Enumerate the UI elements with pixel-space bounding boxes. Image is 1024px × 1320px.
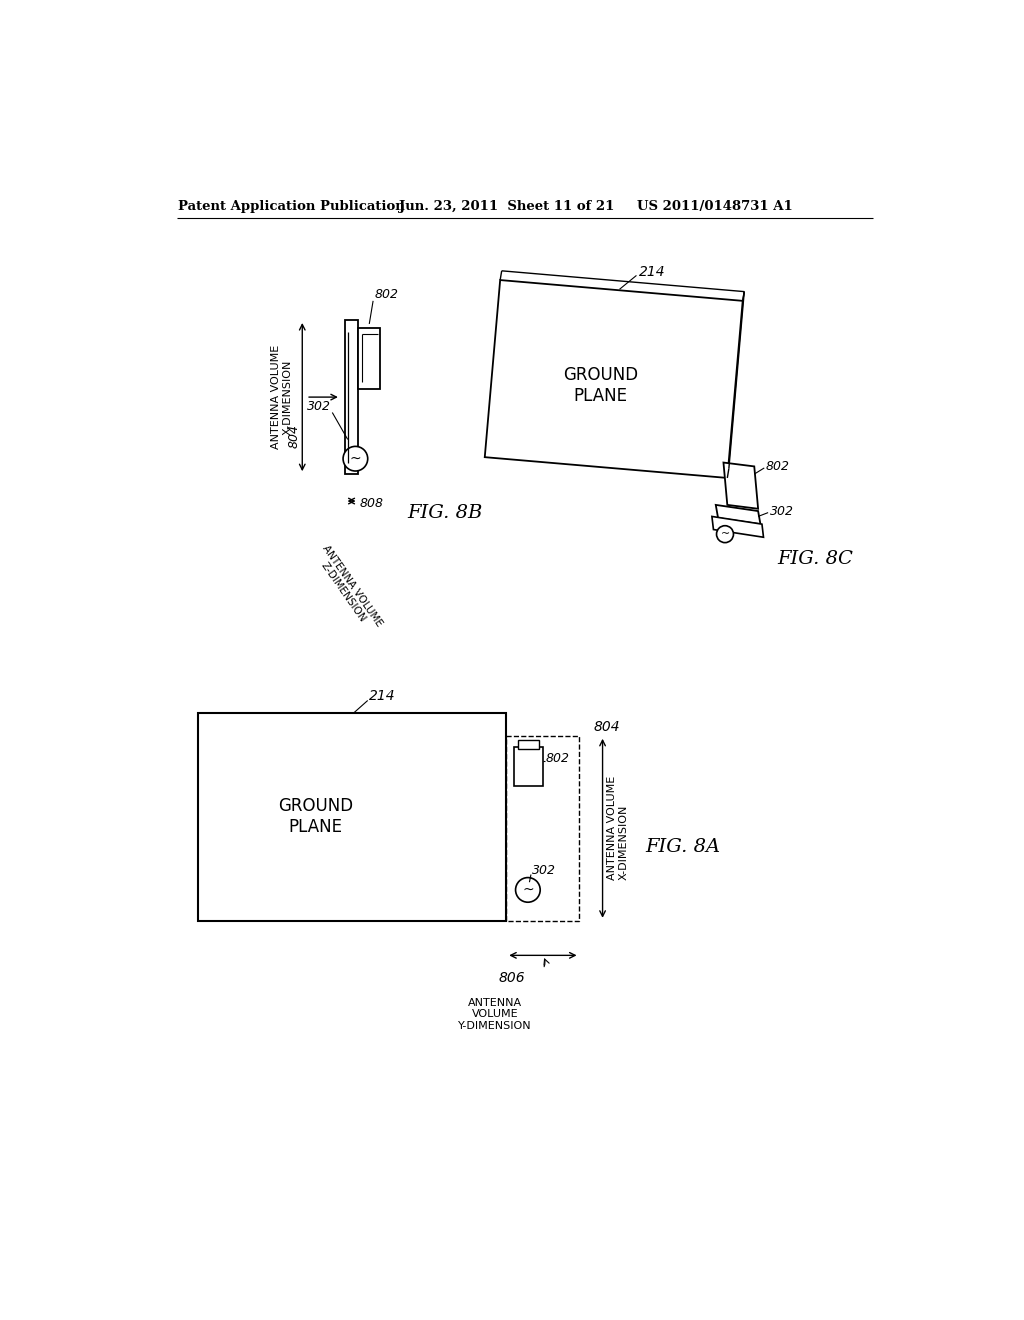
Text: ANTENNA
VOLUME
Y-DIMENSION: ANTENNA VOLUME Y-DIMENSION (458, 998, 531, 1031)
Text: 214: 214 (370, 689, 396, 702)
Text: Patent Application Publication: Patent Application Publication (178, 199, 406, 213)
Text: Jun. 23, 2011  Sheet 11 of 21: Jun. 23, 2011 Sheet 11 of 21 (398, 199, 614, 213)
Bar (199, 713, 506, 921)
Bar (345, 321, 358, 474)
Text: 302: 302 (770, 504, 794, 517)
Text: US 2011/0148731 A1: US 2011/0148731 A1 (637, 199, 793, 213)
Text: FIG. 8C: FIG. 8C (777, 550, 853, 568)
Text: 808: 808 (360, 496, 384, 510)
Text: 804: 804 (288, 424, 301, 447)
Text: 802: 802 (766, 459, 790, 473)
Polygon shape (712, 516, 764, 537)
Text: FIG. 8A: FIG. 8A (645, 838, 720, 855)
Bar (514, 747, 544, 785)
Text: ~: ~ (720, 529, 730, 539)
Bar (506, 737, 580, 921)
Polygon shape (484, 280, 742, 478)
Text: ~: ~ (349, 451, 361, 466)
Polygon shape (716, 506, 761, 524)
Text: 806: 806 (499, 972, 525, 986)
Text: ANTENNA VOLUME
Z-DIMENSION: ANTENNA VOLUME Z-DIMENSION (311, 544, 384, 635)
Text: GROUND
PLANE: GROUND PLANE (278, 797, 353, 836)
Text: ~: ~ (522, 883, 534, 896)
Text: 214: 214 (639, 265, 666, 280)
Text: ANTENNA VOLUME
X-DIMENSION: ANTENNA VOLUME X-DIMENSION (607, 776, 629, 880)
Text: FIG. 8B: FIG. 8B (408, 504, 483, 521)
Text: 302: 302 (531, 865, 556, 878)
Text: GROUND
PLANE: GROUND PLANE (563, 366, 638, 405)
Text: ANTENNA VOLUME
X-DIMENSION: ANTENNA VOLUME X-DIMENSION (271, 345, 293, 449)
Text: 802: 802 (375, 288, 398, 301)
Circle shape (343, 446, 368, 471)
Bar (518, 739, 540, 748)
Text: 302: 302 (307, 400, 331, 413)
Text: 804: 804 (593, 719, 620, 734)
Bar (358, 327, 380, 389)
Polygon shape (724, 462, 758, 508)
Circle shape (717, 525, 733, 543)
Circle shape (515, 878, 541, 903)
Text: 802: 802 (546, 752, 569, 766)
